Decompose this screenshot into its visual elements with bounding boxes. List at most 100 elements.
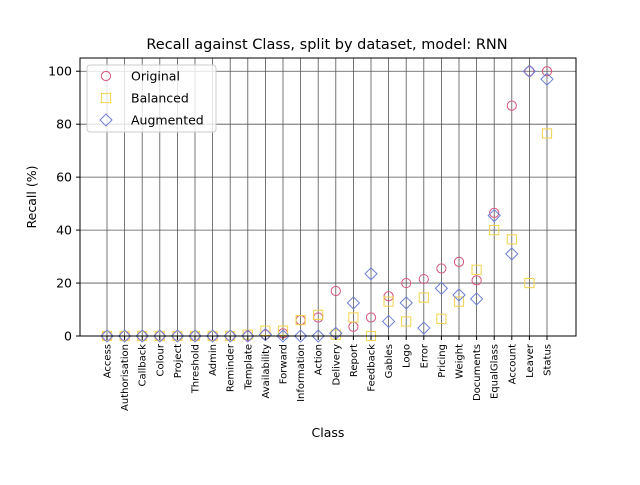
xtick-label-weight: Weight (455, 344, 466, 379)
point-balanced-report (348, 312, 359, 323)
point-augmented-pricing (434, 281, 449, 296)
legend-marker-augmented (99, 113, 113, 127)
point-balanced-availability (260, 325, 271, 336)
xtick-label-logo: Logo (402, 344, 413, 368)
ytick-label-40: 40 (56, 223, 72, 238)
point-balanced-documents (471, 264, 482, 275)
point-augmented-availability (258, 327, 273, 342)
point-original-documents (471, 275, 482, 286)
point-augmented-weight (452, 288, 466, 302)
point-augmented-error (417, 321, 431, 335)
xtick-label-authorisation: Authorisation (120, 344, 131, 411)
legend: Original Balanced Augmented (86, 64, 217, 133)
legend-label-original: Original (131, 69, 180, 84)
series-augmented (100, 64, 554, 343)
point-original-gables (383, 291, 394, 302)
point-original-account (506, 100, 517, 111)
point-balanced-equalglass (489, 224, 500, 236)
xtick-label-leaver: Leaver (525, 343, 536, 378)
xtick-label-documents: Documents (472, 344, 483, 401)
point-augmented-action (311, 329, 325, 343)
plot-frame (79, 57, 577, 337)
xtick-label-colour: Colour (155, 343, 166, 376)
point-original-weight (453, 256, 465, 267)
point-augmented-leaver (522, 64, 537, 78)
point-original-equalglass (489, 207, 500, 218)
point-balanced-account (506, 234, 517, 245)
point-augmented-feedback (364, 267, 378, 281)
xtick-label-forward: Forward (279, 344, 290, 384)
legend-marker-original (100, 70, 112, 82)
point-augmented-account (505, 247, 519, 261)
xtick-label-information: Information (296, 344, 307, 402)
xtick-label-account: Account (507, 344, 518, 384)
xtick-label-feedback: Feedback (367, 344, 378, 392)
point-balanced-gables (383, 296, 394, 307)
point-augmented-authorisation (117, 329, 132, 343)
xtick-label-gables: Gables (384, 344, 395, 378)
ytick-label-0: 0 (64, 329, 72, 344)
xtick-label-pricing: Pricing (437, 344, 448, 378)
point-original-pricing (436, 263, 447, 274)
xtick-label-callback: Callback (138, 344, 149, 387)
point-augmented-template (241, 329, 255, 343)
xtick-label-availability: Availability (261, 344, 272, 399)
xtick-label-delivery: Delivery (331, 344, 342, 386)
xtick-label-template: Template (243, 344, 254, 391)
xtick-label-report: Report (349, 344, 360, 377)
x-axis-label: Class (312, 425, 345, 440)
xtick-label-admin: Admin (208, 344, 219, 376)
legend-label-augmented: Augmented (131, 113, 204, 128)
point-balanced-information (295, 315, 306, 326)
legend-box (86, 64, 217, 133)
ytick-label-80: 80 (56, 117, 72, 132)
point-balanced-forward (277, 325, 289, 336)
point-augmented-forward (276, 329, 290, 343)
point-augmented-callback (135, 329, 149, 343)
ytick-label-100: 100 (48, 64, 72, 79)
chart-title: Recall against Class, split by dataset, … (146, 37, 507, 53)
point-balanced-status (541, 128, 553, 139)
ytick-label-20: 20 (56, 276, 72, 291)
xtick-label-reminder: Reminder (226, 343, 237, 392)
point-augmented-threshold (188, 329, 202, 343)
point-augmented-documents (469, 292, 484, 306)
xtick-label-equalglass: EqualGlass (490, 344, 501, 399)
axes-frame (79, 57, 577, 337)
point-augmented-gables (381, 314, 396, 329)
legend-marker-balanced (100, 92, 112, 104)
xtick-label-project: Project (173, 344, 184, 378)
point-original-status (541, 66, 553, 77)
point-balanced-error (418, 292, 429, 303)
xtick-label-action: Action (314, 344, 325, 375)
point-original-leaver (524, 66, 535, 77)
point-augmented-admin (205, 329, 220, 343)
series-balanced (101, 128, 553, 342)
point-augmented-access (100, 329, 114, 343)
point-balanced-weight (453, 296, 465, 307)
point-original-error (418, 273, 429, 285)
xtick-label-access: Access (103, 344, 114, 378)
point-augmented-information (293, 329, 308, 343)
point-augmented-logo (399, 296, 413, 310)
point-original-feedback (365, 312, 377, 323)
point-original-logo (401, 277, 412, 289)
point-augmented-equalglass (487, 208, 501, 223)
point-balanced-pricing (436, 313, 447, 324)
point-augmented-reminder (223, 329, 237, 343)
point-augmented-report (346, 296, 361, 310)
y-axis-label: Recall (%) (24, 166, 39, 229)
point-augmented-colour (153, 329, 167, 343)
point-balanced-action (313, 309, 324, 320)
xtick-label-status: Status (543, 344, 554, 376)
axis-ticks: 0 20 40 60 80 100 Access Authorisation Callback C… (48, 64, 553, 411)
point-augmented-project (170, 329, 185, 343)
point-augmented-status (540, 72, 554, 86)
ytick-label-60: 60 (56, 170, 72, 185)
xtick-label-error: Error (419, 343, 430, 368)
point-original-delivery (330, 285, 341, 297)
xtick-label-threshold: Threshold (191, 344, 202, 394)
point-balanced-leaver (524, 277, 535, 289)
legend-label-balanced: Balanced (131, 91, 189, 106)
